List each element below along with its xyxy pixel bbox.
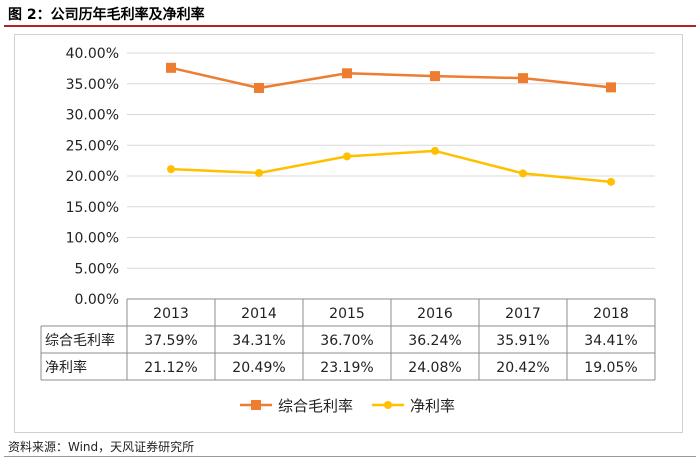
data-point bbox=[255, 168, 263, 177]
data-table: 2013 2014 2015 2016 2017 2018 综合毛利率 37.59% 34.31… bbox=[40, 298, 656, 381]
y-tick-label: 30.00% bbox=[66, 108, 119, 124]
y-tick-label: 35.00% bbox=[66, 77, 119, 93]
y-tick-label: 25.00% bbox=[66, 138, 119, 154]
data-point bbox=[254, 82, 264, 93]
series-line bbox=[170, 66, 612, 90]
y-tick-label: 10.00% bbox=[66, 231, 119, 247]
table-cell: 37.59% bbox=[144, 333, 197, 349]
figure-title: 图 2：公司历年毛利率及净利率 bbox=[8, 7, 205, 23]
y-axis-ticks: 0.00% 5.00% 10.00% 15.00% 20.00% 25.00% 30.00%… bbox=[66, 46, 119, 308]
data-point bbox=[606, 82, 616, 93]
gridlines bbox=[127, 52, 655, 300]
data-point bbox=[431, 146, 439, 155]
series-line bbox=[170, 149, 612, 184]
data-point bbox=[342, 68, 352, 79]
table-cell: 20.42% bbox=[496, 360, 549, 376]
chart-frame bbox=[14, 34, 683, 433]
table-cell: 34.41% bbox=[584, 333, 637, 349]
category-label: 2018 bbox=[593, 306, 629, 322]
title-divider bbox=[4, 25, 696, 27]
legend-marker bbox=[251, 400, 261, 410]
chart: 0.00% 5.00% 10.00% 15.00% 20.00% 25.00% 30.00%… bbox=[40, 46, 656, 415]
source-note: 资料来源：Wind，天风证券研究所 bbox=[8, 440, 195, 454]
table-cell: 35.91% bbox=[496, 333, 549, 349]
table-cell: 23.19% bbox=[320, 360, 373, 376]
table-cell: 19.05% bbox=[584, 360, 637, 376]
category-label: 2013 bbox=[153, 306, 189, 322]
legend-label: 净利率 bbox=[410, 397, 455, 415]
data-point bbox=[518, 73, 528, 84]
y-tick-label: 0.00% bbox=[75, 292, 119, 308]
data-point bbox=[343, 152, 351, 161]
data-point bbox=[166, 62, 176, 73]
y-tick-label: 15.00% bbox=[66, 200, 119, 216]
data-point bbox=[519, 169, 527, 178]
data-point bbox=[167, 165, 175, 174]
legend: 综合毛利率 净利率 bbox=[240, 397, 455, 415]
table-cell: 24.08% bbox=[408, 360, 461, 376]
table-cell: 20.49% bbox=[232, 360, 285, 376]
y-tick-label: 5.00% bbox=[75, 261, 119, 277]
legend-marker bbox=[384, 401, 392, 409]
category-label: 2016 bbox=[417, 306, 453, 322]
y-tick-label: 40.00% bbox=[66, 46, 119, 62]
legend-label: 综合毛利率 bbox=[278, 397, 353, 415]
table-cell: 36.24% bbox=[408, 333, 461, 349]
category-label: 2014 bbox=[241, 306, 277, 322]
table-series-name: 净利率 bbox=[45, 359, 87, 376]
table-cell: 21.12% bbox=[144, 360, 197, 376]
table-cell: 34.31% bbox=[232, 333, 285, 349]
table-series-name: 综合毛利率 bbox=[45, 332, 115, 349]
data-point bbox=[430, 71, 440, 82]
category-label: 2015 bbox=[329, 306, 365, 322]
series-lines bbox=[166, 62, 616, 186]
table-cell: 36.70% bbox=[320, 333, 373, 349]
data-point bbox=[607, 177, 615, 186]
y-tick-label: 20.00% bbox=[66, 169, 119, 185]
footer-divider bbox=[4, 456, 696, 457]
category-label: 2017 bbox=[505, 306, 541, 322]
